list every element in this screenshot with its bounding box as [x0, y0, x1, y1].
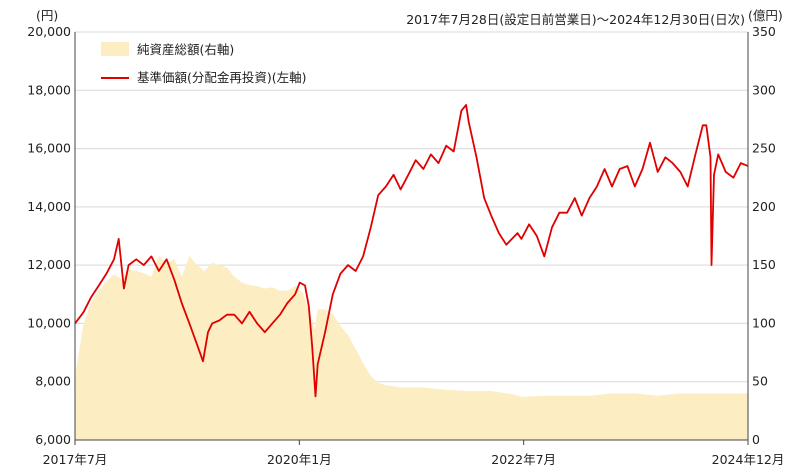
left-tick-label: 16,000 [27, 141, 71, 156]
right-tick-label: 100 [752, 315, 776, 330]
right-tick-label: 50 [752, 374, 768, 389]
axes [74, 32, 749, 445]
legend-swatch-aum [101, 42, 129, 56]
nav-line [74, 104, 749, 398]
aum-area [75, 255, 748, 440]
legend-label-nav: 基準価額(分配金再投資)(左軸) [137, 70, 307, 85]
left-tick-label: 8,000 [35, 374, 71, 389]
right-tick-label: 0 [752, 432, 760, 447]
left-tick-label: 18,000 [27, 82, 71, 97]
right-tick-label: 250 [752, 141, 776, 156]
left-tick-label: 12,000 [27, 257, 71, 272]
left-tick-label: 20,000 [27, 24, 71, 39]
right-tick-label: 150 [752, 257, 776, 272]
tick-labels: 6,000 0 8,000 50 10,000 100 12,000 150 14,000 200… [27, 24, 784, 467]
legend: 純資産総額(右軸) 基準価額(分配金再投資)(左軸) [101, 42, 307, 85]
right-axis-unit: (億円) [748, 8, 783, 23]
legend-label-aum: 純資産総額(右軸) [137, 42, 234, 57]
x-tick-label: 2024年12月 [712, 452, 785, 467]
aum-area-layer [75, 255, 748, 440]
x-tick-label: 2017年7月 [43, 452, 108, 467]
left-tick-label: 10,000 [27, 315, 71, 330]
right-tick-label: 200 [752, 199, 776, 214]
right-tick-label: 300 [752, 82, 776, 97]
chart-title: 2017年7月28日(設定日前営業日)～2024年12月30日(日次) [406, 12, 745, 27]
left-tick-label: 14,000 [27, 199, 71, 214]
nav-line-layer [74, 104, 749, 398]
right-tick-label: 350 [752, 24, 776, 39]
x-tick-label: 2020年1月 [267, 452, 332, 467]
x-tick-label: 2022年7月 [491, 452, 556, 467]
left-axis-unit: (円) [36, 8, 58, 23]
left-tick-label: 6,000 [35, 432, 71, 447]
